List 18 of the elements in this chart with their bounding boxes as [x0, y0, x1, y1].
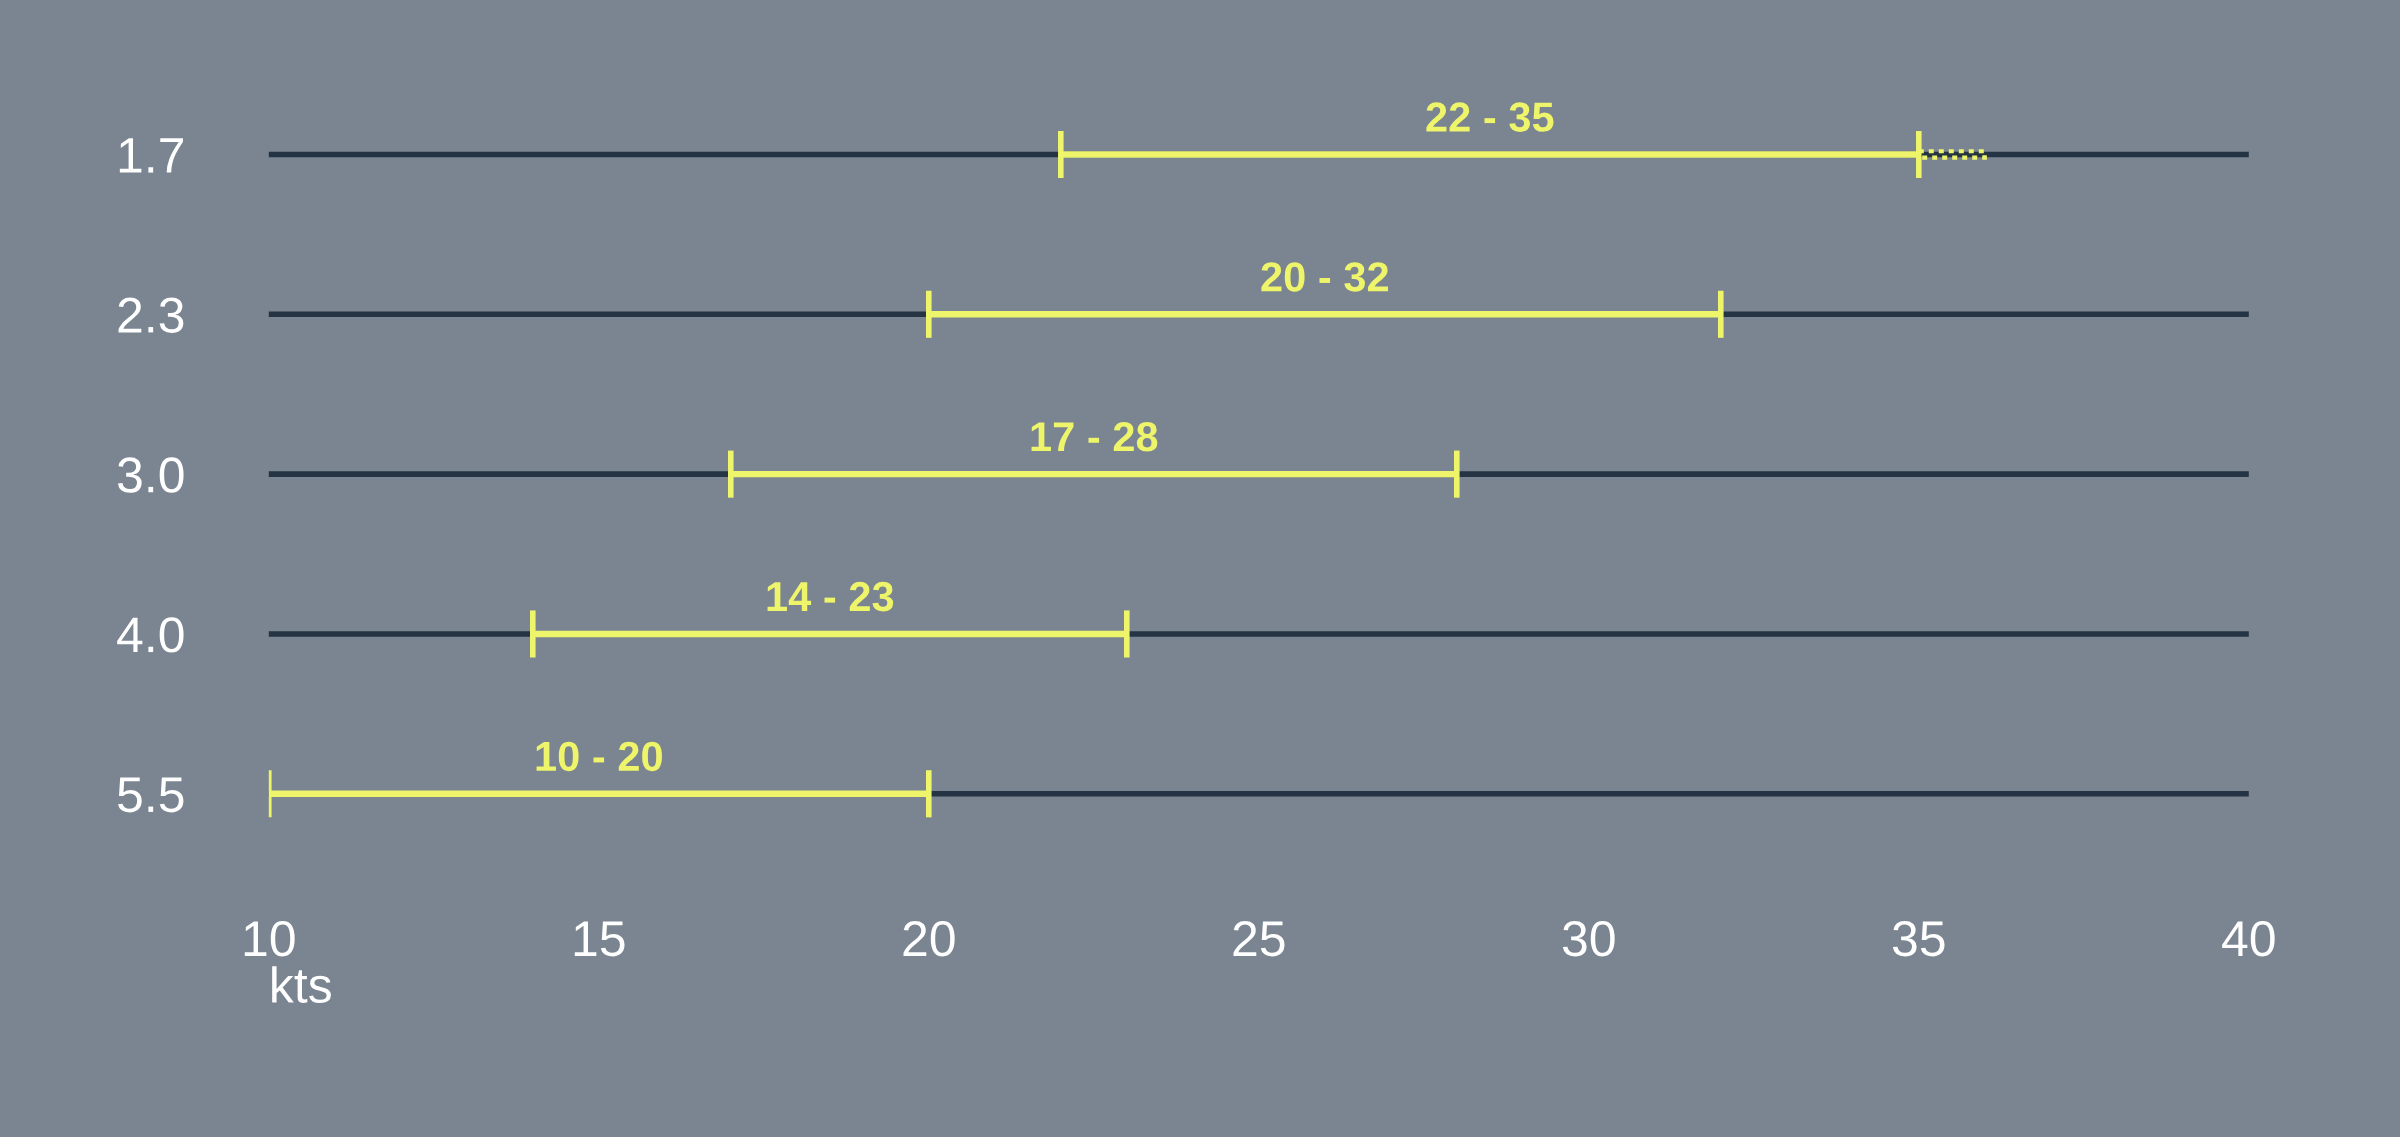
x-tick-label: 15 — [574, 921, 625, 957]
y-tick-label: 3.0 — [117, 457, 184, 493]
annotation: 10 - 20 — [536, 741, 662, 772]
x-tick-label: 10 — [244, 921, 295, 957]
annotation: 20 - 32 — [1261, 262, 1388, 292]
x-tick-label: 25 — [1233, 921, 1285, 957]
y-tick-label: 1.7 — [119, 138, 184, 173]
annotation: 22 - 35 — [1426, 102, 1554, 132]
x-tick-label: 30 — [1562, 921, 1615, 957]
x-tick-label: 35 — [1892, 921, 1945, 957]
x-tick-label: 20 — [903, 921, 955, 957]
x-axis-title: kts — [272, 966, 331, 1004]
annotation: 17 - 28 — [1031, 422, 1158, 452]
y-tick-label: 4.0 — [117, 617, 184, 653]
x-tick-label: 40 — [2222, 921, 2275, 957]
annotation: 14 - 23 — [767, 581, 894, 612]
y-tick-label: 5.5 — [118, 777, 184, 813]
y-tick-label: 2.3 — [118, 297, 184, 333]
